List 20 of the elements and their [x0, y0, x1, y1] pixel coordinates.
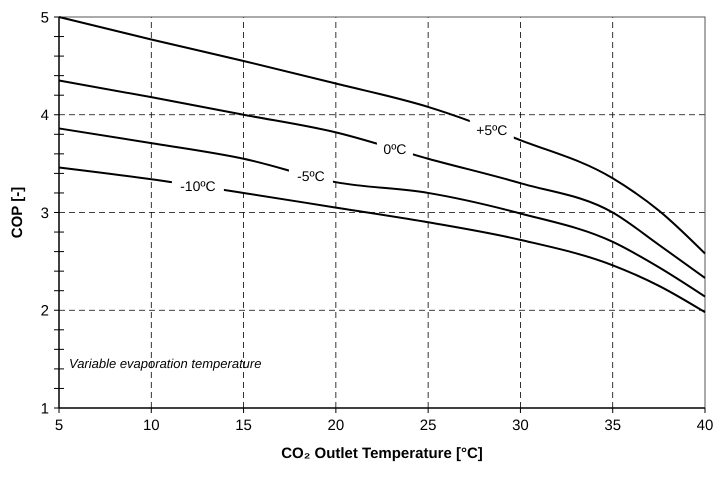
series-label: -5ºC	[297, 168, 325, 184]
y-tick-label: 5	[40, 9, 49, 26]
y-tick-label: 3	[40, 204, 49, 222]
x-tick-label: 30	[512, 417, 529, 434]
y-tick-label: 2	[40, 302, 49, 320]
x-tick-label: 25	[420, 417, 436, 434]
series-label: 0ºC	[383, 141, 406, 158]
y-tick-label: 4	[40, 107, 49, 124]
x-tick-label: 20	[328, 417, 344, 434]
series-label: -10ºC	[180, 178, 216, 194]
x-tick-label: 40	[696, 417, 714, 434]
x-tick-label: 35	[604, 417, 622, 434]
y-tick-label: 1	[40, 400, 49, 418]
y-axis-title: COP [-]	[9, 186, 26, 238]
series-label: +5ºC	[476, 122, 508, 138]
x-tick-label: 15	[235, 417, 252, 434]
x-axis-title: CO₂ Outlet Temperature [°C]	[281, 445, 483, 462]
x-tick-label: 5	[54, 417, 64, 434]
x-tick-label: 10	[142, 417, 160, 434]
annotation: Variable evaporation temperature	[69, 356, 262, 371]
